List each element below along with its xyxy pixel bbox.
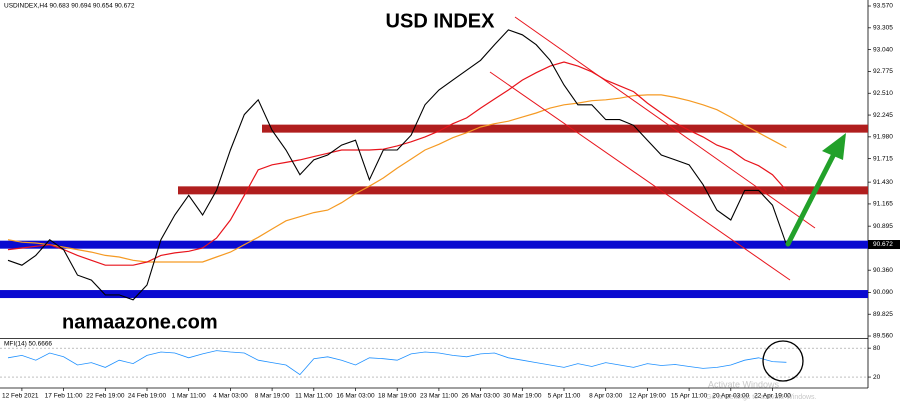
level-zone — [178, 186, 868, 195]
level-zone — [0, 290, 868, 299]
watermark: namaazone.com — [62, 311, 218, 333]
symbol-info: USDINDEX,H4 90.683 90.694 90.654 90.672 — [4, 3, 135, 10]
x-tick-label: 18 Mar 19:00 — [378, 393, 417, 400]
price-line — [7, 29, 787, 301]
y-tick-label: 20 — [873, 374, 881, 381]
y-tick-label: 80 — [873, 345, 881, 352]
x-tick-label: 26 Mar 03:00 — [461, 393, 500, 400]
y-tick-label: 91.980 — [873, 134, 893, 141]
x-tick-label: 15 Apr 11:00 — [671, 393, 708, 400]
price-marker-label: 90.672 — [873, 241, 893, 248]
x-tick-label: 4 Mar 03:00 — [213, 393, 248, 400]
x-tick-label: 20 Apr 03:00 — [712, 393, 749, 400]
y-tick-label: 93.305 — [873, 25, 893, 32]
x-tick-label: 12 Feb 2021 — [2, 393, 39, 400]
y-tick-label: 93.570 — [873, 3, 893, 10]
highlight-circle — [762, 340, 804, 382]
up-arrow — [785, 149, 838, 247]
x-tick-label: 17 Feb 11:00 — [45, 393, 83, 400]
y-tick-label: 90.895 — [873, 223, 893, 230]
mfi-title: MFI(14) 50.6666 — [4, 341, 52, 348]
mfi-panel: 80 20 — [0, 345, 881, 381]
mfi-line — [7, 350, 787, 376]
y-tick-label: 92.245 — [873, 112, 893, 119]
x-tick-label: 22 Apr 19:00 — [754, 393, 791, 400]
level-zone — [0, 240, 868, 249]
overlay-text: Go to Settings to activate Windows. — [706, 394, 817, 401]
y-tick-label: 91.165 — [873, 201, 893, 208]
x-tick-label: 8 Mar 19:00 — [255, 393, 290, 400]
y-tick-label: 91.430 — [873, 179, 893, 186]
x-tick-label: 30 Mar 19:00 — [503, 393, 542, 400]
x-tick-label: 22 Feb 19:00 — [86, 393, 125, 400]
overlay-text: Activate Windows — [708, 379, 780, 389]
x-tick-label: 23 Mar 11:00 — [420, 393, 458, 400]
chart-title: USD INDEX — [386, 10, 496, 32]
x-tick-label: 8 Apr 03:00 — [589, 393, 623, 400]
x-tick-label: 24 Feb 19:00 — [128, 393, 167, 400]
moving-average — [7, 94, 787, 263]
x-tick-label: 1 Mar 11:00 — [172, 393, 207, 400]
x-tick-label: 5 Apr 11:00 — [548, 393, 581, 400]
y-tick-label: 90.360 — [873, 267, 893, 274]
y-tick-label: 91.715 — [873, 155, 893, 162]
channel-lower — [489, 71, 791, 281]
x-tick-label: 16 Mar 03:00 — [336, 393, 375, 400]
y-tick-label: 89.825 — [873, 311, 893, 318]
x-tick-label: 12 Apr 19:00 — [629, 393, 666, 400]
x-tick-label: 11 Mar 11:00 — [295, 393, 333, 400]
y-tick-label: 93.040 — [873, 46, 893, 53]
price-panel: 93.570 93.305 93.040 92.775 92.510 92.245 91.9… — [0, 3, 900, 340]
channel-upper — [514, 16, 816, 229]
moving-average — [7, 61, 787, 266]
arrow-head — [822, 133, 846, 160]
y-tick-label: 89.560 — [873, 333, 893, 340]
y-tick-label: 90.090 — [873, 289, 893, 296]
level-zone — [262, 124, 868, 133]
y-tick-label: 92.775 — [873, 68, 893, 75]
price-marker — [868, 240, 900, 250]
y-tick-label: 92.510 — [873, 90, 893, 97]
